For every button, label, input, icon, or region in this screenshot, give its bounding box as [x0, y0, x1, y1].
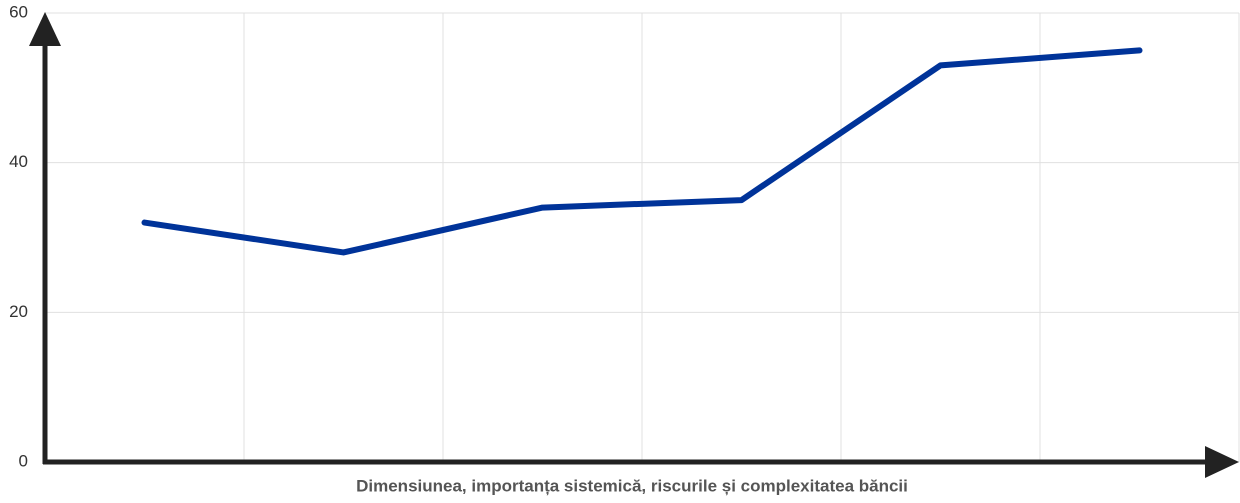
- y-tick-label: 20: [9, 302, 28, 321]
- x-axis-label: Dimensiunea, importanța sistemică, riscu…: [356, 476, 908, 495]
- y-tick-label: 60: [9, 2, 28, 21]
- y-tick-label: 0: [19, 451, 28, 470]
- y-axis-arrow: [29, 12, 61, 46]
- x-axis-arrow: [1205, 446, 1239, 478]
- y-tick-label: 40: [9, 152, 28, 171]
- data-line: [141, 47, 1143, 256]
